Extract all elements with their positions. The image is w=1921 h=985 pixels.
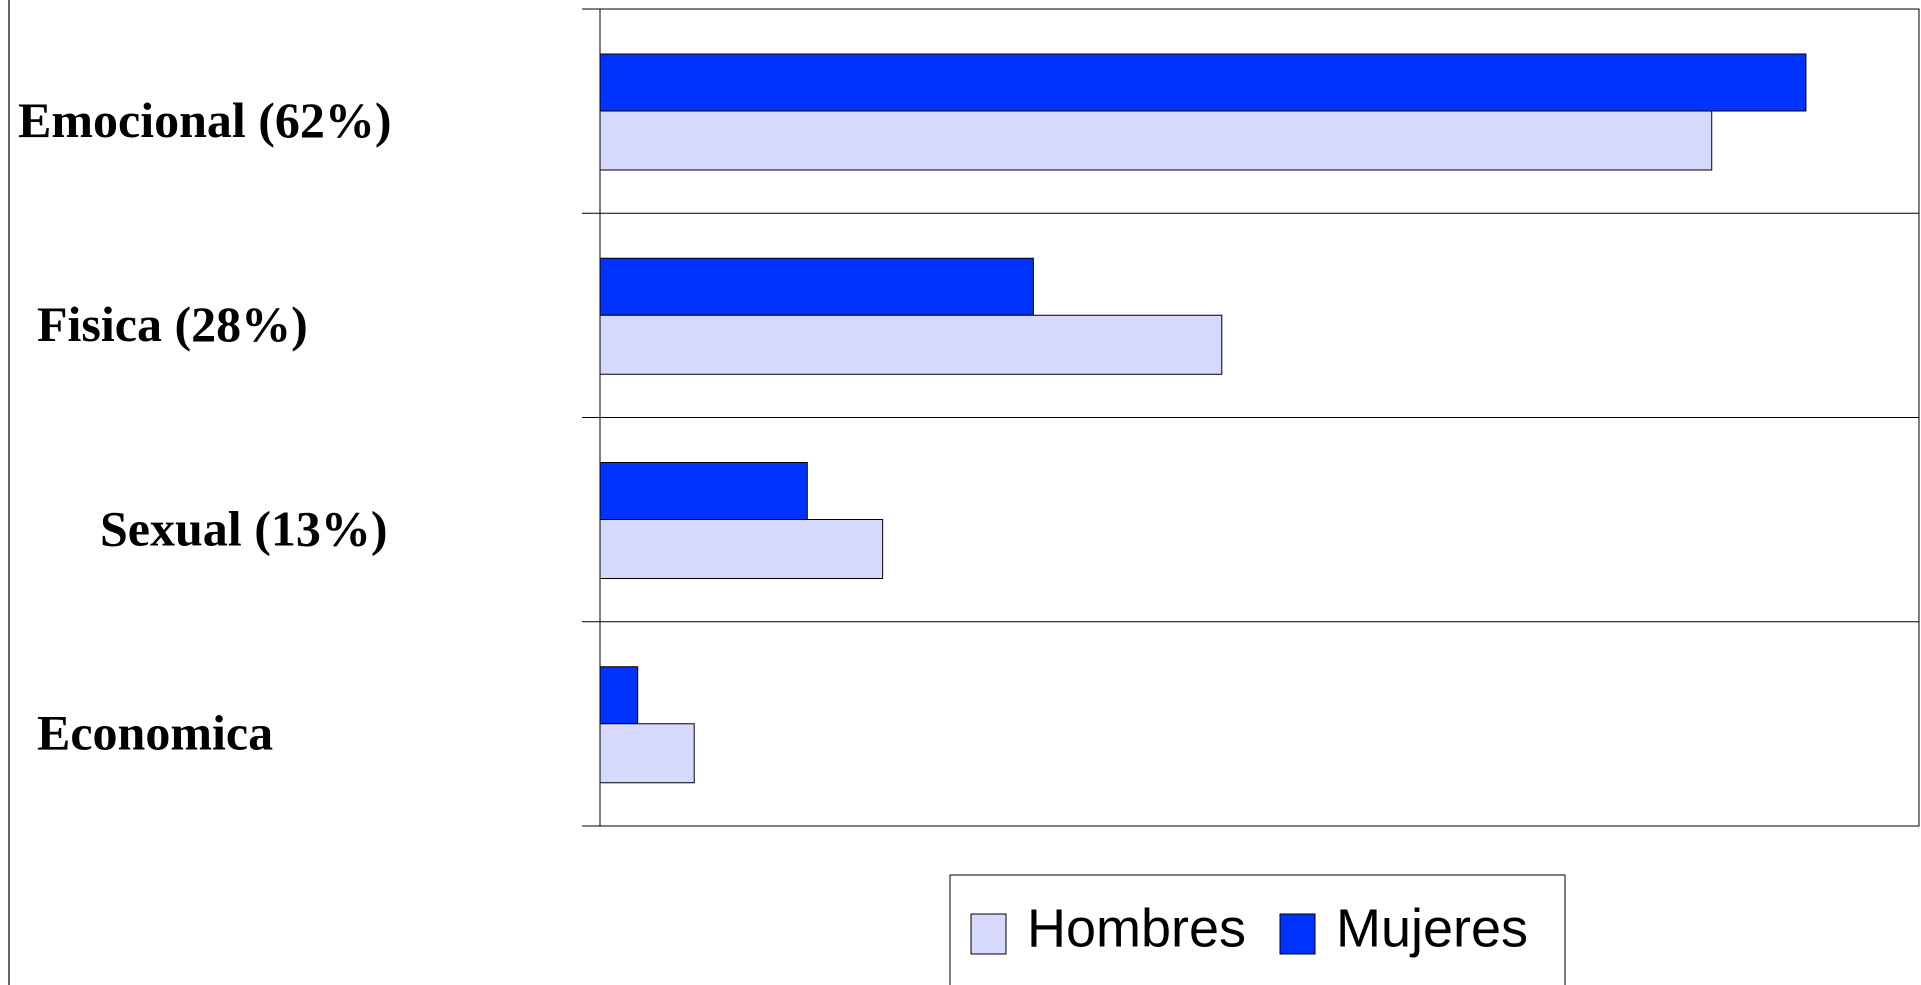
- legend: Hombres Mujeres: [949, 874, 1566, 985]
- legend-label: Hombres: [1027, 898, 1246, 958]
- bar: [599, 519, 884, 579]
- legend-swatch: [1279, 913, 1316, 955]
- legend-swatch: [970, 913, 1007, 955]
- legend-label: Mujeres: [1336, 898, 1528, 958]
- bar: [599, 314, 1223, 375]
- y-tick-label: Economica: [37, 705, 273, 761]
- bar: [599, 257, 1034, 316]
- bar: [599, 53, 1807, 112]
- bar: [599, 462, 808, 520]
- y-tick-label: Emocional (62%): [18, 92, 392, 148]
- legend-box: [949, 874, 1566, 985]
- bar: [599, 110, 1713, 171]
- y-tick-label: Sexual (13%): [100, 500, 388, 556]
- bar: [599, 666, 639, 725]
- bar: [599, 723, 695, 784]
- y-tick-label: Fisica (28%): [37, 296, 308, 352]
